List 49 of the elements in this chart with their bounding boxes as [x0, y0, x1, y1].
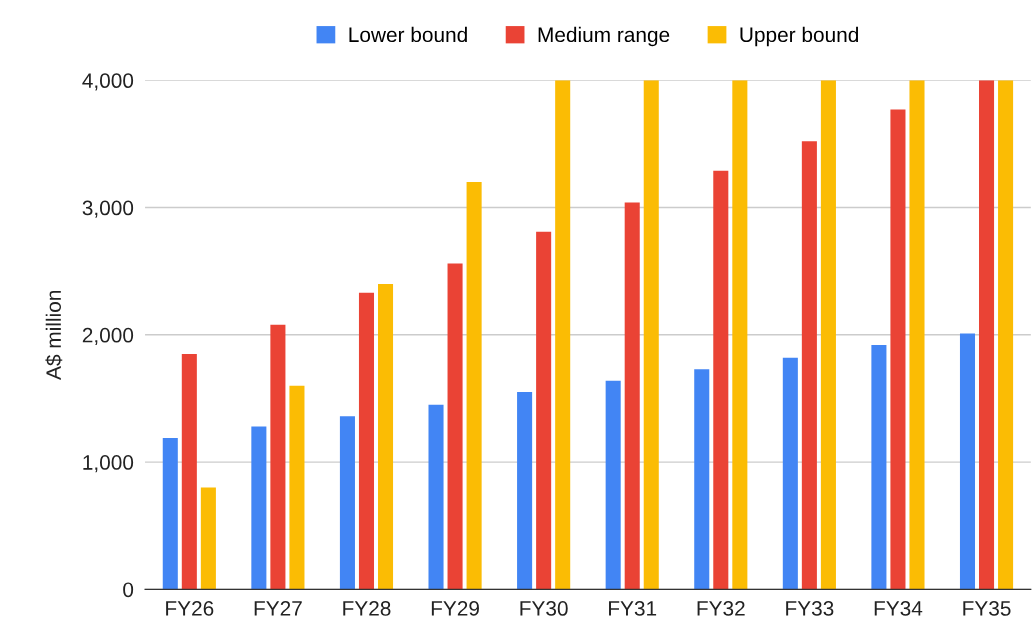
- bar: [181, 353, 197, 590]
- bar: [979, 80, 995, 590]
- bar: [820, 80, 836, 590]
- y-tick-label: 4,000: [82, 73, 134, 91]
- bar: [732, 80, 748, 590]
- legend-label: Lower bound: [349, 26, 467, 43]
- bar: [624, 202, 640, 590]
- x-tick-label: FY35: [963, 601, 1011, 616]
- bar: [643, 80, 659, 590]
- y-tick-label: 1,000: [83, 455, 134, 473]
- bar: [162, 437, 178, 590]
- y-tick-label: 0: [123, 582, 134, 598]
- bar: [447, 263, 463, 590]
- y-axis-title: A$ million: [45, 291, 63, 380]
- legend-label: Upper bound: [740, 26, 858, 47]
- bar: [959, 333, 976, 590]
- bar: [251, 426, 267, 590]
- x-tick-label: FY27: [254, 601, 302, 616]
- y-tick-label: 2,000: [82, 327, 134, 346]
- x-tick-label: FY29: [431, 601, 479, 616]
- x-tick-label: FY34: [874, 601, 923, 616]
- x-tick-label: FY30: [520, 601, 568, 616]
- bar: [909, 80, 925, 590]
- y-tick-label: 3,000: [82, 200, 134, 218]
- bar: [378, 283, 394, 590]
- x-tick-label: FY31: [609, 601, 657, 616]
- bar: [270, 324, 286, 590]
- bar: [801, 141, 817, 590]
- bar: [782, 357, 798, 590]
- bar: [998, 80, 1014, 590]
- x-tick-label: FY32: [697, 601, 745, 616]
- bar: [555, 80, 571, 590]
- bar: [536, 231, 552, 590]
- bar: [466, 182, 482, 590]
- bar: [339, 416, 355, 590]
- bar: [200, 487, 216, 590]
- x-tick-label: FY26: [166, 601, 214, 616]
- bar: [890, 109, 906, 590]
- bar: [428, 404, 444, 590]
- bar: [605, 380, 621, 590]
- bar: [289, 385, 305, 590]
- bar: [871, 345, 887, 590]
- bar: [713, 170, 729, 590]
- bar: [517, 392, 533, 590]
- bar: [358, 292, 375, 590]
- legend-label: Medium range: [538, 26, 670, 47]
- bar: [694, 369, 710, 590]
- x-tick-label: FY33: [786, 601, 834, 616]
- x-tick-label: FY28: [343, 601, 391, 616]
